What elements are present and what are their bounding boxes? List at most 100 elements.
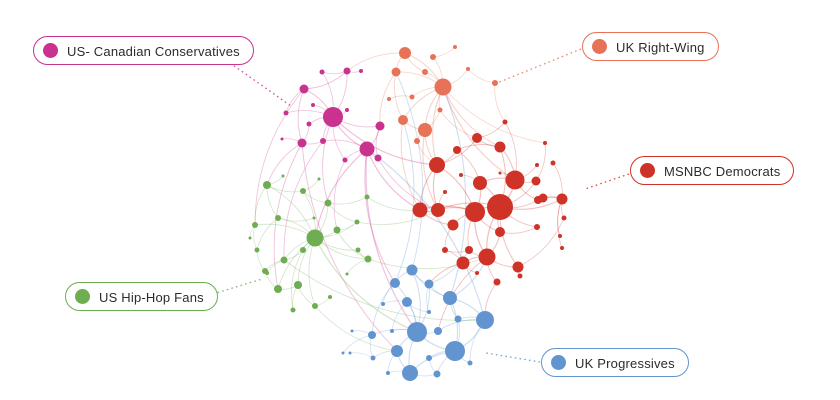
network-node[interactable]: [359, 141, 375, 157]
network-node[interactable]: [429, 157, 445, 173]
network-node[interactable]: [275, 215, 281, 221]
network-node[interactable]: [306, 229, 324, 247]
network-node[interactable]: [323, 107, 343, 127]
network-node[interactable]: [556, 193, 568, 205]
network-node[interactable]: [402, 297, 412, 307]
network-node[interactable]: [343, 67, 351, 75]
network-node[interactable]: [424, 279, 434, 289]
callout-us-hip-hop-fans[interactable]: US Hip-Hop Fans: [65, 282, 218, 311]
network-node[interactable]: [412, 202, 428, 218]
network-node[interactable]: [418, 123, 432, 137]
network-node[interactable]: [386, 371, 390, 375]
network-node[interactable]: [354, 219, 360, 225]
network-node[interactable]: [324, 199, 332, 207]
network-node[interactable]: [283, 110, 289, 116]
network-node[interactable]: [368, 331, 376, 339]
callout-msnbc-democrats[interactable]: MSNBC Democrats: [630, 156, 795, 185]
network-node[interactable]: [399, 47, 411, 59]
network-node[interactable]: [312, 216, 316, 220]
network-node[interactable]: [374, 154, 382, 162]
network-node[interactable]: [345, 108, 349, 112]
network-node[interactable]: [342, 157, 348, 163]
network-node[interactable]: [475, 271, 479, 275]
network-node[interactable]: [280, 256, 288, 264]
network-node[interactable]: [281, 174, 285, 178]
network-node[interactable]: [390, 329, 394, 333]
network-node[interactable]: [375, 121, 385, 131]
network-node[interactable]: [252, 222, 258, 228]
network-node[interactable]: [453, 146, 461, 154]
network-node[interactable]: [478, 248, 496, 266]
network-node[interactable]: [443, 291, 457, 305]
network-node[interactable]: [465, 246, 473, 254]
network-node[interactable]: [248, 236, 252, 240]
network-node[interactable]: [447, 219, 459, 231]
callout-us-canadian-conservatives[interactable]: US- Canadian Conservatives: [33, 36, 254, 65]
network-node[interactable]: [495, 227, 505, 237]
network-node[interactable]: [300, 188, 306, 194]
network-node[interactable]: [364, 255, 372, 263]
network-node[interactable]: [550, 160, 556, 166]
network-node[interactable]: [560, 246, 564, 250]
network-node[interactable]: [558, 234, 562, 238]
network-node[interactable]: [355, 247, 361, 253]
network-node[interactable]: [409, 94, 415, 100]
network-node[interactable]: [391, 67, 401, 77]
network-node[interactable]: [299, 84, 309, 94]
callout-uk-right-wing[interactable]: UK Right-Wing: [582, 32, 719, 61]
network-node[interactable]: [543, 141, 547, 145]
network-node[interactable]: [328, 295, 332, 299]
network-node[interactable]: [467, 360, 473, 366]
network-node[interactable]: [317, 177, 321, 181]
network-node[interactable]: [531, 176, 541, 186]
network-node[interactable]: [422, 69, 428, 75]
network-node[interactable]: [502, 119, 508, 125]
network-node[interactable]: [402, 365, 418, 381]
network-node[interactable]: [320, 138, 326, 144]
network-node[interactable]: [472, 133, 482, 143]
network-node[interactable]: [466, 67, 470, 71]
network-node[interactable]: [445, 341, 465, 361]
network-node[interactable]: [263, 181, 271, 189]
network-node[interactable]: [381, 302, 385, 306]
network-node[interactable]: [535, 163, 539, 167]
network-node[interactable]: [434, 78, 452, 96]
network-node[interactable]: [437, 107, 443, 113]
network-node[interactable]: [319, 69, 325, 75]
network-node[interactable]: [473, 176, 487, 190]
network-node[interactable]: [512, 261, 524, 273]
network-node[interactable]: [505, 170, 525, 190]
network-node[interactable]: [311, 103, 315, 107]
network-node[interactable]: [426, 355, 432, 361]
network-node[interactable]: [476, 311, 494, 329]
callout-uk-progressives[interactable]: UK Progressives: [541, 348, 689, 377]
network-node[interactable]: [534, 224, 540, 230]
network-node[interactable]: [434, 327, 442, 335]
network-node[interactable]: [333, 226, 341, 234]
network-node[interactable]: [498, 171, 502, 175]
network-node[interactable]: [345, 272, 349, 276]
network-node[interactable]: [442, 247, 448, 253]
network-node[interactable]: [387, 97, 391, 101]
network-node[interactable]: [312, 303, 318, 309]
network-node[interactable]: [341, 351, 345, 355]
network-node[interactable]: [254, 247, 260, 253]
network-node[interactable]: [290, 307, 296, 313]
network-node[interactable]: [407, 322, 427, 342]
network-node[interactable]: [359, 69, 363, 73]
network-node[interactable]: [348, 351, 352, 355]
network-node[interactable]: [456, 256, 470, 270]
network-node[interactable]: [430, 54, 436, 60]
network-node[interactable]: [465, 202, 485, 222]
network-node[interactable]: [391, 345, 403, 357]
network-node[interactable]: [517, 273, 523, 279]
network-node[interactable]: [487, 194, 513, 220]
network-node[interactable]: [306, 121, 312, 127]
network-node[interactable]: [454, 315, 462, 323]
network-node[interactable]: [453, 45, 457, 49]
network-node[interactable]: [443, 190, 447, 194]
network-node[interactable]: [274, 285, 282, 293]
network-node[interactable]: [427, 310, 431, 314]
network-node[interactable]: [433, 370, 441, 378]
network-node[interactable]: [370, 355, 376, 361]
